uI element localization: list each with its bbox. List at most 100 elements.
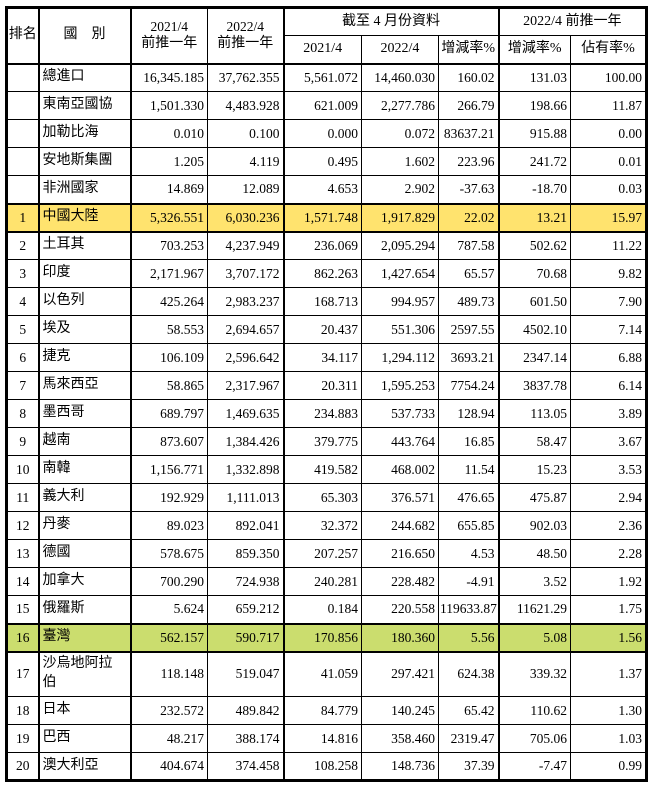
rank-cell: 10 <box>6 455 39 484</box>
value-cell: 0.495 <box>282 147 362 176</box>
value-cell: 0.000 <box>282 119 362 148</box>
value-cell: 1,917.829 <box>361 202 439 233</box>
header-row-subcolumns: 2021/4 2022/4 增減率% 增減率% 佔有率% <box>7 35 648 65</box>
value-cell: 2347.14 <box>497 343 572 372</box>
value-cell: 1.56 <box>570 622 648 653</box>
value-cell: 6.14 <box>570 371 648 400</box>
value-cell: 7.90 <box>570 287 648 316</box>
value-cell: 419.582 <box>282 455 362 484</box>
table-row: 20 澳大利亞 404.674 374.458 108.258 148.736 37.39-… <box>6 752 648 781</box>
country-cell: 加勒比海 <box>37 119 131 148</box>
value-cell: 70.68 <box>497 259 572 288</box>
country-cell: 日本 <box>37 696 131 725</box>
value-cell: 20.311 <box>282 371 362 400</box>
value-cell: 14.869 <box>129 175 208 204</box>
value-cell: 118.148 <box>129 651 208 697</box>
table-row: 5 埃及 58.553 2,694.657 20.437 551.306 2597.55 45… <box>6 315 648 344</box>
header-sub-2022: 2022/4 <box>361 35 439 65</box>
country-cell: 越南 <box>37 427 131 456</box>
rank-cell <box>6 119 39 148</box>
table-row: 14 加拿大 700.290 724.938 240.281 228.482 -4.91 3.… <box>6 567 648 596</box>
value-cell: 11.54 <box>437 455 500 484</box>
table-row: 3 印度 2,171.967 3,707.172 862.263 1,427.654 65.… <box>6 259 648 288</box>
rank-cell: 20 <box>6 752 39 781</box>
rank-cell <box>6 63 39 92</box>
value-cell: 5,561.072 <box>282 63 362 92</box>
value-cell: 207.257 <box>282 539 362 568</box>
value-cell: 5.08 <box>497 622 572 653</box>
value-cell: 621.009 <box>282 91 362 120</box>
value-cell: 58.865 <box>129 371 208 400</box>
value-cell: 1,595.253 <box>361 371 439 400</box>
value-cell: 0.100 <box>207 119 284 148</box>
value-cell: -18.70 <box>497 175 572 204</box>
value-cell: 404.674 <box>129 752 208 781</box>
table-row: 安地斯集團 1.205 4.119 0.495 1.602 223.96 241.72 0.0… <box>6 147 648 176</box>
rank-cell: 3 <box>6 259 39 288</box>
value-cell: 7.14 <box>570 315 648 344</box>
value-cell: 0.010 <box>129 119 208 148</box>
value-cell: 232.572 <box>129 696 208 725</box>
value-cell: 1,294.112 <box>361 343 439 372</box>
country-cell: 俄羅斯 <box>37 595 131 624</box>
value-cell: 425.264 <box>129 287 208 316</box>
country-cell: 德國 <box>37 539 131 568</box>
value-cell: 234.883 <box>282 399 362 428</box>
value-cell: 84.779 <box>282 696 362 725</box>
value-cell: 724.938 <box>207 567 284 596</box>
value-cell: 2,596.642 <box>207 343 284 372</box>
rank-cell: 13 <box>6 539 39 568</box>
value-cell: 4.119 <box>207 147 284 176</box>
value-cell: 689.797 <box>129 399 208 428</box>
table-row: 非洲國家 14.869 12.089 4.653 2.902 -37.63 -18.70 0.… <box>6 175 648 204</box>
value-cell: 700.290 <box>129 567 208 596</box>
table-row: 東南亞國協 1,501.330 4,483.928 621.009 2,277.786 2… <box>6 91 648 120</box>
rank-cell: 19 <box>6 724 39 753</box>
value-cell: 223.96 <box>437 147 500 176</box>
value-cell: 2.902 <box>361 175 439 204</box>
value-cell: 11.87 <box>570 91 648 120</box>
table-row: 總進口 16,345.185 37,762.355 5,561.072 14,460.0… <box>6 63 648 92</box>
rank-cell: 8 <box>6 399 39 428</box>
value-cell: 659.212 <box>207 595 284 624</box>
value-cell: 16,345.185 <box>129 63 208 92</box>
value-cell: 443.764 <box>361 427 439 456</box>
country-cell: 臺灣 <box>37 622 131 653</box>
value-cell: 489.73 <box>437 287 500 316</box>
value-cell: 65.42 <box>437 696 500 725</box>
value-cell: 20.437 <box>282 315 362 344</box>
value-cell: 1,571.748 <box>282 202 362 233</box>
value-cell: 83637.21 <box>437 119 500 148</box>
value-cell: 216.650 <box>361 539 439 568</box>
country-cell: 總進口 <box>37 63 131 92</box>
value-cell: 228.482 <box>361 567 439 596</box>
country-cell: 沙烏地阿拉伯 <box>37 651 131 697</box>
value-cell: 48.50 <box>497 539 572 568</box>
rank-cell <box>6 175 39 204</box>
value-cell: 192.929 <box>129 483 208 512</box>
value-cell: 1.75 <box>570 595 648 624</box>
value-cell: 489.842 <box>207 696 284 725</box>
table-row: 7 馬來西亞 58.865 2,317.967 20.311 1,595.253 7754.… <box>6 371 648 400</box>
value-cell: 13.21 <box>497 202 572 233</box>
rank-cell: 1 <box>6 202 39 233</box>
value-cell: 34.117 <box>282 343 362 372</box>
value-cell: 1,156.771 <box>129 455 208 484</box>
country-cell: 馬來西亞 <box>37 371 131 400</box>
value-cell: 41.059 <box>282 651 362 697</box>
value-cell: 1,469.635 <box>207 399 284 428</box>
value-cell: 4.53 <box>437 539 500 568</box>
header-group-april-data: 截至 4 月份資料 <box>282 7 500 36</box>
value-cell: 3.67 <box>570 427 648 456</box>
value-cell: 113.05 <box>497 399 572 428</box>
value-cell: -4.91 <box>437 567 500 596</box>
value-cell: 180.360 <box>361 622 439 653</box>
value-cell: 339.32 <box>497 651 572 697</box>
country-cell: 土耳其 <box>37 231 131 260</box>
table-row: 16 臺灣 562.157 590.717 170.856 180.360 5.56 5.08… <box>6 622 648 653</box>
header-share-rate: 佔有率% <box>570 35 648 65</box>
rank-cell: 2 <box>6 231 39 260</box>
value-cell: 4,483.928 <box>207 91 284 120</box>
value-cell: 140.245 <box>361 696 439 725</box>
